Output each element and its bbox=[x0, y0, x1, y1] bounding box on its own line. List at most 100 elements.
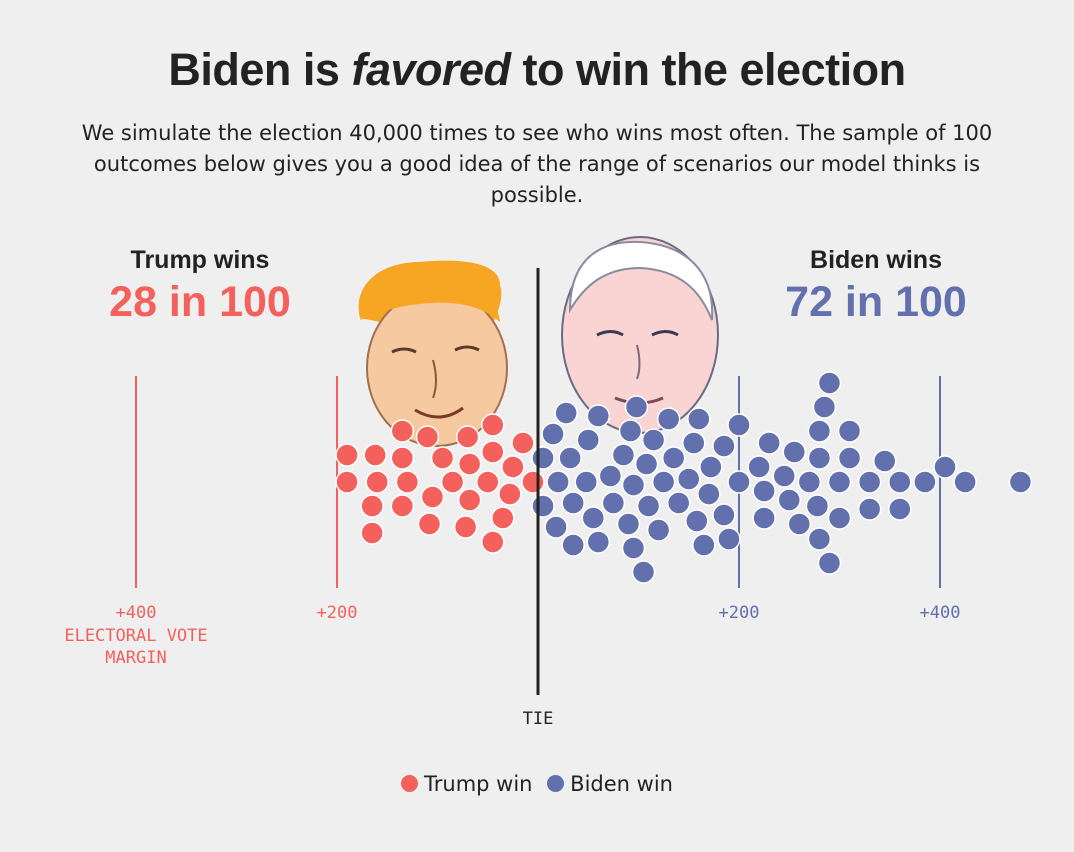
biden-wins-heading: Biden wins bbox=[810, 246, 942, 274]
biden-outcome-dot bbox=[797, 470, 822, 494]
biden-outcome-dot bbox=[787, 512, 812, 536]
legend-biden-dot bbox=[547, 775, 565, 792]
biden-outcome-dot bbox=[601, 491, 626, 515]
biden-outcome-dot bbox=[586, 404, 611, 428]
legend-biden: Biden win bbox=[547, 772, 673, 796]
legend-biden-label: Biden win bbox=[570, 772, 673, 796]
biden-outcome-dot bbox=[807, 419, 832, 443]
trump-outcome-dot bbox=[481, 530, 505, 554]
biden-outcome-dot bbox=[933, 455, 957, 479]
biden-outcome-dot bbox=[782, 440, 807, 464]
biden-outcome-dot bbox=[697, 482, 721, 506]
tick-label-trump-200: +200 bbox=[317, 603, 358, 623]
biden-outcome-dot bbox=[611, 443, 636, 467]
legend: Trump win Biden win bbox=[0, 772, 1074, 796]
legend-trump-label: Trump win bbox=[424, 772, 533, 796]
biden-outcome-dot bbox=[666, 491, 691, 515]
biden-outcome-dot bbox=[817, 371, 842, 395]
biden-outcome-dot bbox=[812, 395, 837, 419]
legend-trump-dot bbox=[401, 775, 419, 792]
biden-outcome-dot bbox=[685, 509, 709, 533]
biden-outcome-dot bbox=[757, 431, 781, 455]
trump-outcome-dot bbox=[363, 443, 387, 467]
trump-outcome-dot bbox=[420, 485, 445, 509]
trump-outcome-dot bbox=[457, 488, 482, 512]
biden-portrait-icon bbox=[561, 236, 719, 434]
biden-outcome-dot bbox=[872, 449, 897, 473]
trump-outcome-dot bbox=[360, 494, 384, 518]
biden-outcome-dot bbox=[646, 518, 671, 542]
biden-outcome-dot bbox=[631, 560, 656, 584]
trump-outcome-dot bbox=[335, 470, 359, 494]
biden-outcome-dot bbox=[888, 497, 912, 521]
trump-outcome-dot bbox=[455, 425, 480, 449]
biden-outcome-dot bbox=[682, 431, 706, 455]
trump-outcome-dot bbox=[390, 494, 415, 518]
trump-outcome-dot bbox=[481, 440, 505, 464]
trump-odds: 28 in 100 bbox=[109, 278, 291, 326]
page-title: Biden is favored to win the election bbox=[168, 44, 906, 95]
biden-outcome-dot bbox=[621, 536, 646, 560]
biden-odds: 72 in 100 bbox=[785, 278, 967, 326]
biden-outcome-dot bbox=[772, 464, 796, 488]
trump-outcome-dot bbox=[521, 470, 545, 494]
biden-outcome-dot bbox=[531, 494, 555, 518]
biden-outcome-dot bbox=[807, 446, 832, 470]
biden-outcome-dot bbox=[581, 506, 606, 530]
biden-outcome-dot bbox=[837, 446, 862, 470]
biden-outcome-dot bbox=[576, 428, 600, 452]
trump-outcome-dot bbox=[511, 431, 535, 455]
biden-outcome-dot bbox=[687, 407, 711, 431]
biden-outcome-dot bbox=[699, 455, 723, 479]
biden-outcome-dot bbox=[624, 395, 649, 419]
biden-outcome-dot bbox=[616, 512, 641, 536]
tick-label-biden-400: +400 bbox=[920, 603, 961, 623]
biden-outcome-dot bbox=[953, 470, 977, 494]
biden-outcome-dot bbox=[817, 551, 842, 575]
trump-outcome-dot bbox=[335, 443, 359, 467]
biden-outcome-dot bbox=[656, 407, 681, 431]
biden-outcome-dot bbox=[677, 467, 701, 491]
tick-label-biden-200: +200 bbox=[719, 603, 760, 623]
subtitle: We simulate the election 40,000 times to… bbox=[81, 121, 993, 207]
biden-outcome-dot bbox=[727, 470, 751, 494]
trump-outcome-dot bbox=[440, 470, 465, 494]
biden-outcome-dot bbox=[805, 494, 830, 518]
trump-outcome-dot bbox=[481, 413, 505, 437]
trump-outcome-dot bbox=[360, 521, 384, 545]
trump-outcome-dot bbox=[365, 470, 389, 494]
axis-title-line-1: MARGIN bbox=[105, 648, 166, 668]
biden-outcome-dot bbox=[837, 419, 862, 443]
biden-outcome-dot bbox=[1008, 470, 1033, 494]
trump-outcome-dot bbox=[498, 482, 522, 506]
biden-outcome-dot bbox=[561, 491, 585, 515]
biden-outcome-dot bbox=[777, 488, 801, 512]
tick-label-trump-400: +400 bbox=[116, 603, 157, 623]
trump-outcome-dot bbox=[457, 452, 482, 476]
trump-outcome-dot bbox=[415, 425, 440, 449]
biden-outcome-dot bbox=[807, 527, 832, 551]
biden-outcome-dot bbox=[618, 419, 643, 443]
biden-outcome-dot bbox=[752, 479, 776, 503]
axis-title-line-0: ELECTORAL VOTE bbox=[64, 626, 207, 646]
biden-outcome-dot bbox=[827, 506, 852, 530]
trump-outcome-dot bbox=[390, 446, 415, 470]
biden-outcome-dot bbox=[651, 470, 676, 494]
biden-outcome-dot bbox=[558, 446, 582, 470]
trump-outcome-dot bbox=[395, 470, 420, 494]
biden-outcome-dot bbox=[888, 470, 912, 494]
biden-outcome-dot bbox=[641, 428, 666, 452]
trump-wins-heading: Trump wins bbox=[130, 246, 270, 274]
biden-outcome-dot bbox=[692, 533, 716, 557]
biden-outcome-dot bbox=[544, 515, 568, 539]
biden-outcome-dot bbox=[561, 533, 585, 557]
trump-portrait-icon bbox=[358, 260, 508, 447]
biden-outcome-dot bbox=[857, 497, 882, 521]
biden-outcome-dot bbox=[554, 401, 578, 425]
trump-outcome-dot bbox=[501, 455, 525, 479]
biden-outcome-dot bbox=[752, 506, 776, 530]
trump-outcome-dot bbox=[430, 446, 455, 470]
biden-outcome-dot bbox=[634, 452, 659, 476]
biden-outcome-dot bbox=[913, 470, 937, 494]
